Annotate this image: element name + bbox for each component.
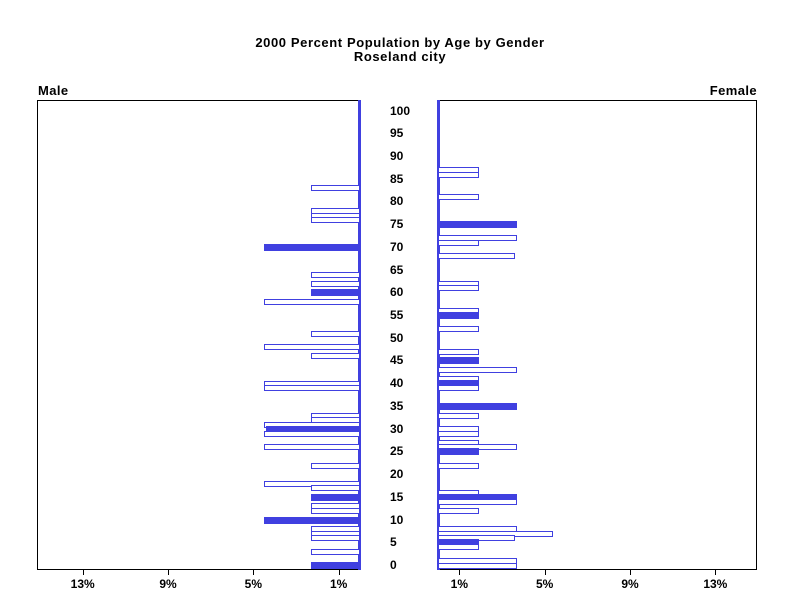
bar-male-age-60: [310, 289, 360, 297]
male-pct-tick-9: [168, 570, 169, 575]
male-pct-tick-1: [338, 570, 340, 575]
age-tick-label-20: 20: [390, 467, 404, 482]
bar-male-age-58: [264, 298, 360, 305]
age-tick-label-30: 30: [390, 421, 404, 436]
age-tick-label-5: 5: [390, 535, 397, 550]
female-baseline-axis: [437, 100, 440, 570]
female-panel-frame: [437, 100, 757, 570]
bar-male-age-6: [310, 535, 360, 542]
age-tick-label-100: 100: [390, 103, 411, 118]
male-panel-frame: [37, 100, 360, 570]
bar-male-age-29: [264, 430, 360, 437]
bar-female-age-52: [438, 326, 479, 333]
bar-male-age-62: [310, 280, 360, 287]
bar-female-age-47: [438, 348, 479, 355]
chart-title-line2: Roseland city: [353, 49, 447, 64]
chart-title: 2000 Percent Population by Age by Gender…: [0, 36, 800, 64]
male-pct-label-13: 13%: [70, 577, 95, 591]
age-tick-label-25: 25: [390, 444, 404, 459]
bar-male-age-22: [310, 462, 360, 469]
female-panel-label: Female: [709, 83, 757, 98]
bar-male-age-26: [264, 444, 360, 451]
age-tick-label-35: 35: [390, 398, 404, 413]
bar-female-age-45: [438, 357, 479, 365]
bar-male-age-10: [264, 516, 360, 524]
bar-female-age-68: [438, 253, 515, 260]
bar-female-age-61: [438, 285, 479, 292]
bar-female-age-71: [438, 239, 479, 246]
male-panel-label: Male: [38, 83, 69, 98]
age-tick-label-65: 65: [390, 262, 404, 277]
bar-male-age-64: [310, 271, 360, 278]
bar-male-age-48: [264, 344, 360, 351]
bar-female-age-39: [438, 385, 479, 392]
bar-female-age-4: [438, 544, 479, 551]
age-tick-label-95: 95: [390, 126, 404, 141]
male-pct-label-1: 1%: [329, 577, 348, 591]
female-pct-tick-5: [544, 570, 546, 575]
age-tick-label-80: 80: [390, 194, 404, 209]
age-tick-label-60: 60: [390, 285, 404, 300]
bar-male-age-17: [310, 485, 360, 492]
age-tick-label-10: 10: [390, 512, 404, 527]
bar-female-age-81: [438, 194, 479, 201]
male-pct-label-5: 5%: [244, 577, 262, 591]
female-pct-tick-9: [629, 570, 631, 575]
bar-female-age-86: [438, 171, 479, 178]
age-tick-label-85: 85: [390, 171, 404, 186]
age-tick-label-40: 40: [390, 376, 404, 391]
bar-female-age-12: [438, 507, 479, 514]
bar-female-age-75: [438, 221, 517, 229]
age-tick-label-75: 75: [390, 217, 404, 232]
age-tick-label-0: 0: [390, 558, 397, 572]
female-pct-label-9: 9%: [621, 577, 639, 591]
male-pct-tick-13: [82, 570, 84, 575]
female-pct-label-1: 1%: [450, 577, 468, 591]
bar-male-age-76: [310, 217, 360, 224]
bar-female-age-14: [438, 498, 517, 505]
bar-female-age-29: [438, 430, 479, 437]
female-pct-tick-1: [459, 570, 461, 575]
female-pct-label-5: 5%: [535, 577, 554, 591]
male-pct-label-9: 9%: [159, 577, 177, 591]
age-tick-label-70: 70: [390, 239, 404, 254]
bar-male-age-3: [310, 548, 360, 555]
age-tick-label-50: 50: [390, 330, 404, 345]
age-tick-label-15: 15: [390, 489, 404, 504]
bar-male-age-15: [310, 493, 360, 501]
male-pct-tick-5: [253, 570, 255, 575]
bar-female-age-0: [438, 562, 517, 569]
female-pct-label-13: 13%: [703, 577, 728, 591]
bar-male-age-46: [310, 353, 360, 360]
bar-male-age-83: [310, 185, 360, 192]
bar-female-age-22: [438, 462, 479, 469]
age-tick-label-45: 45: [390, 353, 404, 368]
bar-male-age-0: [310, 562, 360, 569]
bar-male-age-39: [264, 385, 360, 392]
age-tick-label-90: 90: [390, 148, 404, 163]
chart-title-line1: 2000 Percent Population by Age by Gender: [255, 35, 545, 50]
bar-female-age-25: [438, 448, 479, 456]
bar-male-age-12: [310, 507, 360, 514]
bar-female-age-43: [438, 367, 517, 374]
bar-female-age-55: [438, 312, 479, 320]
bar-female-age-33: [438, 412, 479, 419]
age-tick-label-55: 55: [390, 308, 404, 323]
bar-male-age-51: [310, 330, 360, 337]
female-pct-tick-13: [715, 570, 717, 575]
bar-female-age-35: [438, 402, 517, 410]
bar-male-age-70: [264, 243, 360, 251]
